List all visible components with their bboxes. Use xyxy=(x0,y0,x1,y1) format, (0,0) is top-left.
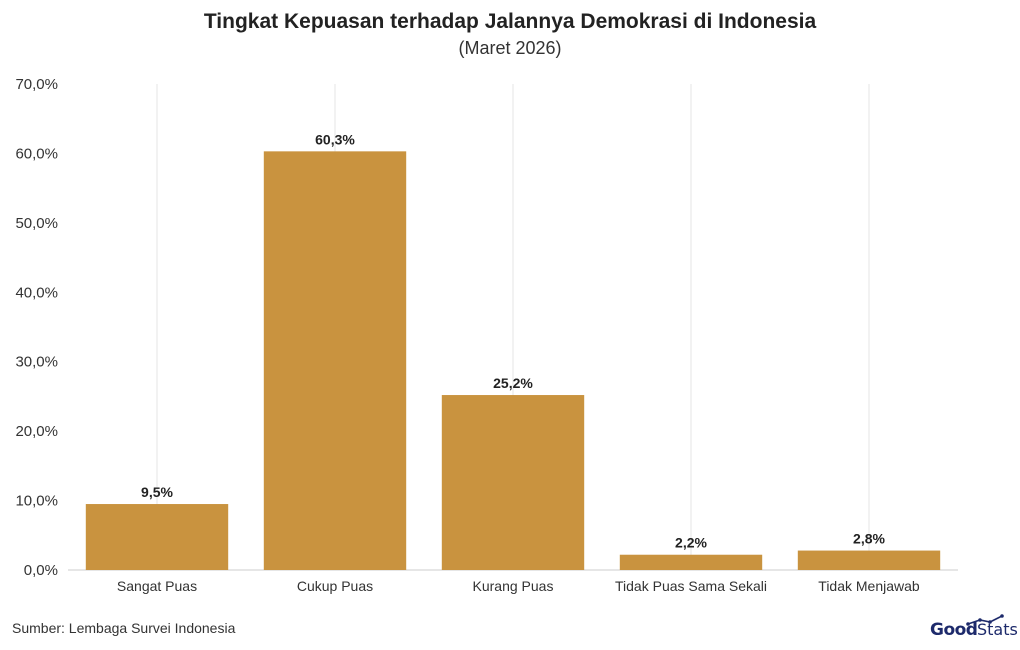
y-tick-label: 50,0% xyxy=(15,215,58,232)
bar xyxy=(619,554,763,570)
bar xyxy=(85,504,229,570)
y-tick-label: 70,0% xyxy=(15,76,58,93)
logo-stats-text: Stats xyxy=(977,620,1018,639)
y-tick-label: 10,0% xyxy=(15,493,58,510)
source-note: Sumber: Lembaga Survei Indonesia xyxy=(12,620,236,636)
x-tick-label: Tidak Menjawab xyxy=(818,578,920,594)
data-label: 9,5% xyxy=(141,484,173,500)
bar xyxy=(263,151,407,571)
y-tick-label: 40,0% xyxy=(15,284,58,301)
data-label: 25,2% xyxy=(493,375,533,391)
x-tick-label: Cukup Puas xyxy=(297,578,373,594)
logo-good-text: Good xyxy=(930,620,978,640)
data-label: 2,2% xyxy=(675,535,707,551)
y-tick-label: 60,0% xyxy=(15,145,58,162)
y-tick-label: 30,0% xyxy=(15,354,58,371)
y-tick-label: 20,0% xyxy=(15,423,58,440)
x-tick-label: Kurang Puas xyxy=(473,578,554,594)
x-tick-label: Tidak Puas Sama Sekali xyxy=(615,578,767,594)
chart-title: Tingkat Kepuasan terhadap Jalannya Demok… xyxy=(203,10,817,33)
x-tick-label: Sangat Puas xyxy=(117,578,197,594)
chart-subtitle: (Maret 2026) xyxy=(458,38,562,58)
data-label: 2,8% xyxy=(853,531,885,547)
trend-line-icon xyxy=(966,614,1004,626)
data-label: 60,3% xyxy=(315,131,355,147)
bar xyxy=(797,550,941,570)
bar xyxy=(441,395,585,570)
goodstats-logo: Good Stats xyxy=(930,614,1018,642)
y-tick-label: 0,0% xyxy=(24,562,58,579)
